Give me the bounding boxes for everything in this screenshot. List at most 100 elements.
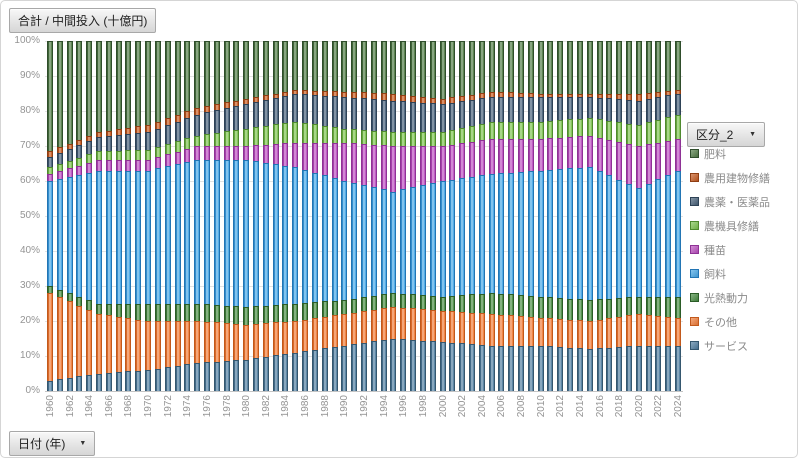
bar-segment — [262, 305, 269, 324]
bar-segment — [351, 298, 358, 313]
bar-segment — [547, 169, 554, 298]
bar-segment — [645, 183, 652, 297]
bar-segment — [380, 93, 387, 100]
bar-segment — [76, 157, 83, 166]
bar-segment — [311, 302, 318, 319]
bar-segment — [380, 339, 387, 391]
legend-label: 農薬・医薬品 — [704, 196, 770, 209]
bar-segment — [645, 144, 652, 184]
bar-segment — [645, 345, 652, 391]
bar-segment — [576, 41, 583, 94]
bar-segment — [380, 145, 387, 190]
bar-segment — [76, 41, 83, 140]
bar-segment — [302, 351, 309, 391]
bar-segment — [86, 309, 93, 375]
bar-segment — [233, 106, 240, 130]
y-axis-label: 70% — [19, 140, 40, 151]
x-axis-label: 1980 — [241, 395, 253, 418]
bar-segment — [341, 91, 348, 97]
bar-segment — [616, 297, 623, 317]
bar-segment — [527, 139, 534, 172]
bar-segment — [66, 377, 73, 391]
bar-segment — [253, 127, 260, 146]
bar-segment — [282, 304, 289, 322]
bar-segment — [537, 296, 544, 318]
bar-segment — [56, 171, 63, 179]
legend-label: サービス — [704, 340, 748, 353]
bar-segment — [135, 170, 142, 304]
value-field-button[interactable]: 合計 / 中間投入 (十億円) — [9, 8, 157, 33]
bar-segment — [321, 316, 328, 349]
bar-segment — [213, 132, 220, 146]
x-axis-label: 1990 — [339, 395, 351, 418]
bar-segment — [203, 321, 210, 363]
bar-segment — [125, 41, 132, 128]
bar-segment — [115, 160, 122, 171]
x-axis-label: 2024 — [673, 395, 685, 418]
bar-segment — [223, 146, 230, 160]
bar-segment — [655, 41, 662, 92]
bar-segment — [302, 122, 309, 143]
bar-segment — [370, 295, 377, 310]
bar-segment — [105, 136, 112, 151]
bar-segment — [331, 346, 338, 391]
bar-segment — [370, 187, 377, 296]
bar-segment — [164, 166, 171, 304]
bar-segment — [46, 293, 53, 381]
bar-segment — [527, 93, 534, 97]
bar-segment — [243, 359, 250, 391]
bar-segment — [115, 372, 122, 391]
bar-segment — [253, 306, 260, 324]
bar-segment — [213, 304, 220, 323]
bar-segment — [478, 344, 485, 391]
bar-segment — [518, 41, 525, 93]
bar-segment — [478, 93, 485, 99]
bar-segment — [302, 302, 309, 320]
bar-segment — [655, 142, 662, 180]
bar-segment — [616, 41, 623, 94]
bar-segment — [655, 296, 662, 316]
legend-label: 肥料 — [704, 148, 726, 161]
legend-swatch — [690, 221, 699, 230]
bar-segment — [488, 174, 495, 293]
bar-segment — [655, 97, 662, 120]
bar-segment — [105, 315, 112, 373]
bar-segment — [86, 162, 93, 173]
bar-segment — [184, 138, 191, 149]
bar-segment — [184, 148, 191, 163]
bar-segment — [184, 111, 191, 118]
bar-segment — [115, 316, 122, 373]
bar-segment — [635, 93, 642, 101]
bar-segment — [449, 129, 456, 145]
bar-segment — [400, 146, 407, 190]
bar-segment — [635, 296, 642, 314]
bar-segment — [557, 346, 564, 391]
bar-segment — [439, 41, 446, 99]
x-axis-label: 1970 — [143, 395, 155, 418]
axis-field-button[interactable]: 日付 (年) ▼ — [9, 431, 96, 456]
legend-field-button[interactable]: 区分_2 ▼ — [687, 122, 765, 147]
bar-segment — [635, 41, 642, 94]
bar-segment — [586, 167, 593, 300]
bar-segment — [429, 132, 436, 146]
bar-segment — [86, 135, 93, 142]
bar-segment — [243, 41, 250, 99]
x-axis-label: 2004 — [476, 395, 488, 418]
bar-segment — [527, 97, 534, 122]
bar-segment — [164, 321, 171, 368]
bar-segment — [410, 41, 417, 96]
bar-segment — [282, 353, 289, 391]
bar-segment — [125, 318, 132, 372]
bar-segment — [86, 154, 93, 163]
bar-segment — [203, 362, 210, 391]
bar-segment — [488, 345, 495, 391]
bar-segment — [66, 160, 73, 169]
bar-segment — [527, 121, 534, 139]
bar-segment — [459, 178, 466, 296]
bar-segment — [547, 41, 554, 94]
bar-segment — [223, 102, 230, 109]
bar-segment — [272, 322, 279, 356]
bar-segment — [243, 146, 250, 160]
bar-segment — [292, 93, 299, 122]
bar-segment — [194, 41, 201, 108]
